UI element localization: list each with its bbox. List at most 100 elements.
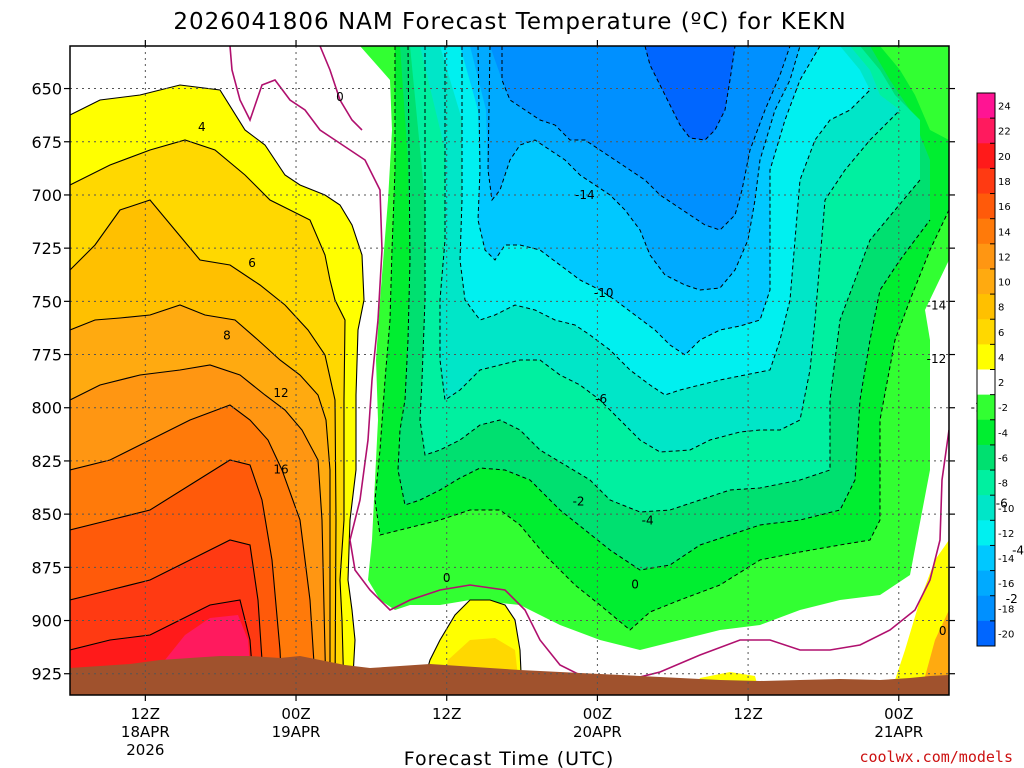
colorbar-label: 10 (998, 278, 1011, 289)
colorbar-label: -4 (998, 428, 1008, 439)
contour-labels: 04681216-14-10-6-2-400-14-12-10-8-6-6-4-… (198, 90, 1024, 638)
contour-label: 0 (443, 571, 451, 585)
grid-lines (70, 46, 949, 695)
colorbar-swatch (977, 444, 995, 471)
plot-area (70, 46, 949, 695)
x-tick-label: 2026 (126, 741, 164, 759)
contour-label: -4 (642, 514, 654, 528)
colorbar-label: 18 (998, 177, 1011, 188)
colorbar-label: -6 (998, 453, 1008, 464)
colorbar-swatch (977, 394, 995, 421)
x-tick-label: 00Z (281, 705, 310, 723)
y-tick-label: 725 (31, 239, 62, 258)
contour-label: 12 (273, 386, 288, 400)
contour-label: -6 (996, 496, 1008, 510)
x-tick-label: 12Z (131, 705, 160, 723)
colorbar-swatch (977, 143, 995, 169)
colorbar-label: 20 (998, 152, 1011, 163)
colorbar-swatch (977, 218, 995, 245)
contour-label: 0 (939, 624, 947, 638)
colorbar-label: 4 (998, 353, 1004, 364)
contour-label: 16 (273, 462, 288, 476)
chart-title: 2026041806 NAM Forecast Temperature (ºC)… (173, 9, 846, 35)
y-tick-label: 750 (31, 292, 62, 311)
contour-label: -12 (927, 352, 947, 366)
colorbar-legend: 24 22 20 18 16 14 12 10 8 6 4 2 -2 -4 -6 -8 -10 -12 -14 -16… (976, 92, 1014, 647)
x-tick-label: 21APR (874, 723, 923, 741)
contour-label: 4 (198, 120, 206, 134)
y-tick-label: 900 (31, 612, 62, 631)
colorbar-swatch (977, 369, 995, 396)
colorbar-swatch (977, 268, 995, 295)
x-tick-label: 18APR (121, 723, 170, 741)
contour-label: 0 (631, 577, 639, 591)
y-tick-label: 675 (31, 133, 62, 152)
y-axis: 650 675 700 725 750 775 8 0 0 825 850 875 900 925 (31, 80, 955, 684)
zero-degree-contours (229, 46, 949, 683)
colorbar-swatch (977, 344, 995, 370)
y-tick-label: 925 (31, 665, 62, 684)
x-tick-label: 00Z (884, 705, 913, 723)
x-tick-label: 12Z (432, 705, 461, 723)
solid-contours (70, 84, 523, 695)
colorbar-swatch (977, 545, 995, 572)
colorbar-swatch (977, 168, 995, 195)
colorbar-label: 22 (998, 127, 1011, 138)
colorbar-label: -18 (998, 604, 1014, 615)
colorbar-label: -14 (998, 554, 1014, 565)
colorbar-swatch (977, 193, 995, 220)
colorbar-label: 8 (998, 303, 1004, 314)
colorbar-swatch (977, 495, 995, 521)
contour-label: 6 (248, 256, 256, 270)
colorbar-label: -8 (998, 479, 1008, 490)
x-axis-label: Forecast Time (UTC) (404, 748, 614, 768)
terrain-ground (70, 656, 949, 695)
colorbar-label: 24 (998, 102, 1011, 113)
y-tick-label: 825 (31, 452, 62, 471)
contour-label: -10 (594, 286, 614, 300)
colorbar-label: -16 (998, 579, 1014, 590)
colorbar-swatch (977, 243, 995, 270)
colorbar-label: 2 (998, 378, 1004, 389)
y-tick-label: 850 (31, 505, 62, 524)
fill-dark-blue-region (645, 46, 735, 140)
x-tick-label: 00Z (583, 705, 612, 723)
contour-label: -2 (1006, 592, 1018, 606)
y-tick-label: 700 (31, 186, 62, 205)
colorbar-label: 12 (998, 252, 1011, 263)
colorbar-swatch (977, 570, 995, 597)
colorbar-swatch (977, 93, 995, 119)
fill-pink-region (165, 615, 250, 665)
colorbar-swatch (977, 118, 995, 144)
y-tick-label: 650 (31, 80, 62, 99)
colorbar-label: -2 (998, 403, 1008, 414)
contour-label: -14 (927, 299, 947, 313)
credit-text: coolwx.com/models (859, 748, 1013, 766)
plot-frame (69, 45, 950, 696)
colorbar-label: 14 (998, 227, 1011, 238)
y-tick-label: 875 (31, 558, 62, 577)
colorbar-label: 6 (998, 328, 1004, 339)
colorbar-label: 16 (998, 202, 1011, 213)
contour-label: -14 (575, 188, 595, 202)
colorbar-swatch (977, 419, 995, 446)
contour-label: 8 (223, 328, 231, 342)
y-tick-label: 775 (31, 346, 62, 365)
colorbar-label: -10 (998, 504, 1014, 515)
contour-label: -4 (1012, 543, 1024, 557)
colorbar-swatch (977, 520, 995, 546)
x-tick-label: 12Z (733, 705, 762, 723)
colorbar-label: -20 (998, 629, 1014, 640)
contour-label: 0 (336, 90, 344, 104)
colorbar-swatch (977, 294, 995, 320)
colorbar-swatch (977, 470, 995, 496)
x-tick-label: 20APR (573, 723, 622, 741)
colorbar-swatch (977, 319, 995, 345)
colorbar-swatch (977, 620, 995, 647)
contour-label: -6 (595, 392, 607, 406)
colorbar-swatch (977, 595, 995, 622)
dashed-contours (374, 46, 949, 631)
x-tick-label: 19APR (272, 723, 321, 741)
